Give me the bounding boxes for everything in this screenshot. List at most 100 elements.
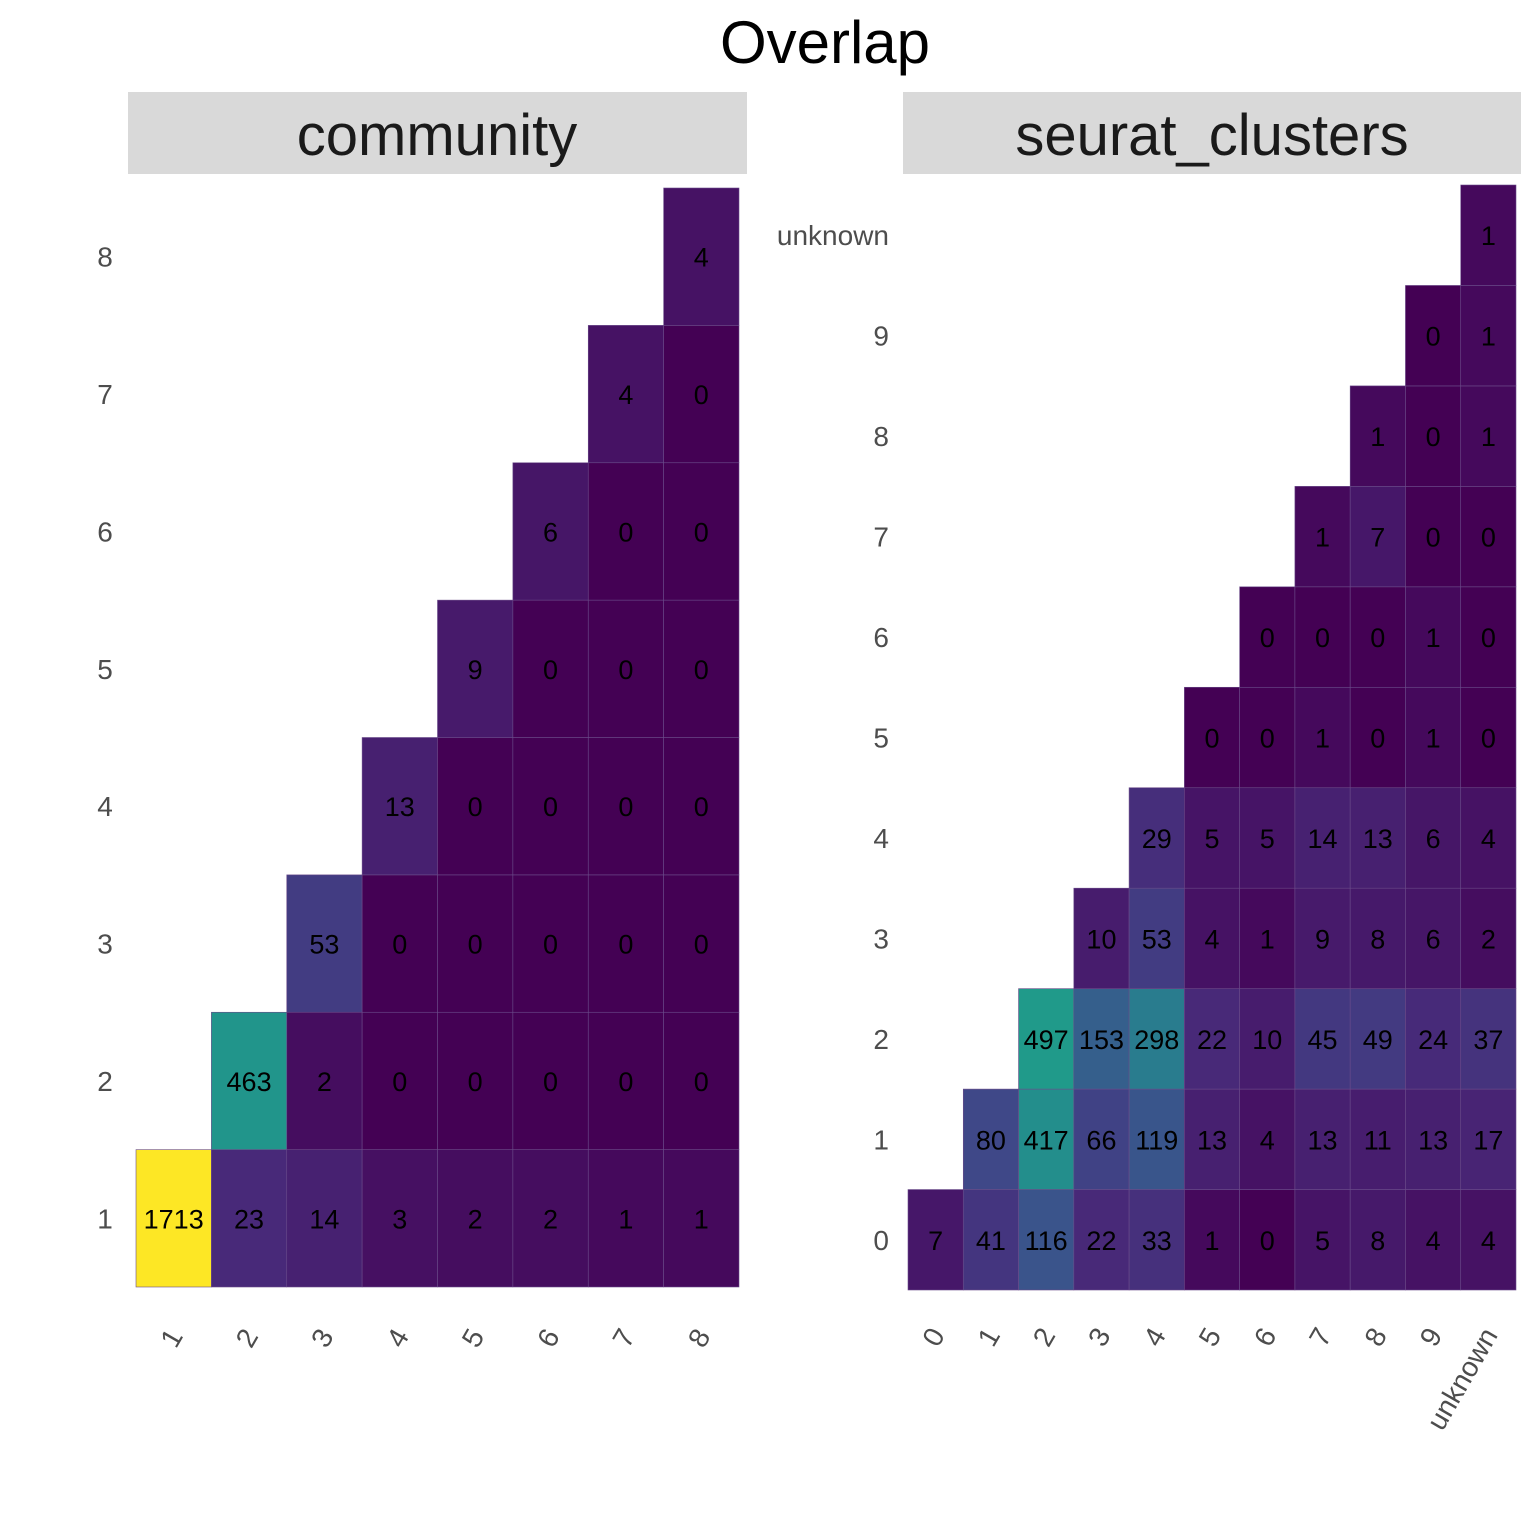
y-tick-label-seurat-clusters-5: 5 (873, 723, 889, 754)
heatmap-cell-seurat-clusters-6-2 (1239, 988, 1296, 1090)
heatmap-cell-community-6-2 (512, 1011, 589, 1150)
heatmap-cell-seurat-clusters-4-3 (1128, 887, 1185, 989)
cell-value-label-seurat-clusters-unknown-1: 17 (1473, 1125, 1503, 1155)
heatmap-cell-seurat-clusters-6-3 (1239, 887, 1296, 989)
heatmap-cell-seurat-clusters-unknown-3 (1460, 887, 1517, 989)
heatmap-cell-seurat-clusters-6-4 (1239, 787, 1296, 889)
heatmap-cell-seurat-clusters-unknown-1 (1460, 1088, 1517, 1190)
y-tick-label-community-3: 3 (97, 929, 113, 960)
heatmap-cell-seurat-clusters-9-2 (1405, 988, 1462, 1090)
heatmap-cell-seurat-clusters-6-0 (1239, 1189, 1296, 1291)
cell-value-label-seurat-clusters-3-1: 66 (1086, 1125, 1116, 1155)
cell-value-label-seurat-clusters-5-5: 0 (1204, 724, 1219, 754)
heatmap-cell-seurat-clusters-7-7 (1294, 486, 1351, 588)
heatmap-cell-seurat-clusters-unknown-9 (1460, 285, 1517, 387)
cell-value-label-seurat-clusters-8-2: 49 (1363, 1025, 1393, 1055)
y-tick-label-seurat-clusters-8: 8 (873, 421, 889, 452)
x-tick-label-seurat-clusters-1: 1 (971, 1323, 1006, 1352)
x-tick-label-seurat-clusters-4: 4 (1137, 1323, 1172, 1352)
y-tick-label-community-4: 4 (97, 791, 113, 822)
cell-value-label-community-7-7: 4 (618, 380, 633, 410)
cell-value-label-community-8-6: 0 (694, 517, 709, 547)
y-tick-label-seurat-clusters-9: 9 (873, 321, 889, 352)
cell-value-label-seurat-clusters-6-4: 5 (1260, 824, 1275, 854)
cell-value-label-seurat-clusters-6-6: 0 (1260, 623, 1275, 653)
y-tick-label-seurat-clusters-4: 4 (873, 823, 889, 854)
cell-value-label-seurat-clusters-3-2: 153 (1079, 1025, 1124, 1055)
heatmap-cell-community-7-2 (587, 1011, 664, 1150)
cell-value-label-seurat-clusters-7-7: 1 (1315, 523, 1330, 553)
facet-strip-community (128, 92, 747, 174)
cell-value-label-seurat-clusters-4-0: 33 (1142, 1226, 1172, 1256)
cell-value-label-seurat-clusters-8-0: 8 (1370, 1226, 1385, 1256)
cell-value-label-seurat-clusters-4-2: 298 (1134, 1025, 1179, 1055)
heatmap-cell-seurat-clusters-unknown-2 (1460, 988, 1517, 1090)
cell-value-label-seurat-clusters-5-0: 1 (1204, 1226, 1219, 1256)
heatmap-cell-seurat-clusters-unknown-4 (1460, 787, 1517, 889)
heatmap-cell-community-7-7 (587, 325, 664, 464)
heatmap-cell-seurat-clusters-unknown-8 (1460, 385, 1517, 487)
cell-value-label-seurat-clusters-9-1: 13 (1418, 1125, 1448, 1155)
cell-value-label-seurat-clusters-4-3: 53 (1142, 924, 1172, 954)
cell-value-label-community-7-3: 0 (618, 930, 633, 960)
facet-strip-label-community: community (297, 103, 577, 168)
heatmap-cell-seurat-clusters-8-7 (1349, 486, 1406, 588)
cell-value-label-seurat-clusters-7-1: 13 (1308, 1125, 1338, 1155)
cell-value-label-seurat-clusters-5-1: 13 (1197, 1125, 1227, 1155)
cell-value-label-seurat-clusters-unknown-0: 4 (1481, 1226, 1496, 1256)
cell-value-label-community-2-2: 463 (227, 1067, 272, 1097)
heatmap-cell-community-4-3 (361, 874, 438, 1013)
cell-value-label-community-5-5: 9 (468, 655, 483, 685)
cell-value-label-seurat-clusters-4-1: 119 (1135, 1125, 1178, 1155)
cell-value-label-seurat-clusters-6-2: 10 (1252, 1025, 1282, 1055)
cell-value-label-seurat-clusters-8-4: 13 (1363, 824, 1393, 854)
facet-seurat-clusters: seurat_clusters 7 41 116 22 33 1 0 5 8 4 480 417 66 1… (777, 92, 1521, 1435)
cell-value-label-seurat-clusters-2-1: 417 (1024, 1125, 1069, 1155)
heatmap-cell-community-7-4 (587, 737, 664, 876)
cell-value-label-community-4-4: 13 (385, 792, 415, 822)
heatmap-cell-community-8-2 (663, 1011, 740, 1150)
cell-value-label-community-8-4: 0 (694, 792, 709, 822)
cell-value-label-community-5-3: 0 (468, 930, 483, 960)
cell-value-label-community-5-1: 2 (468, 1204, 483, 1234)
heatmap-cell-community-8-3 (663, 874, 740, 1013)
cell-value-label-community-3-3: 53 (309, 930, 339, 960)
heatmap-cell-seurat-clusters-9-9 (1405, 285, 1462, 387)
heatmap-cell-seurat-clusters-2-1 (1018, 1088, 1075, 1190)
cell-value-label-community-8-2: 0 (694, 1067, 709, 1097)
x-tick-label-community-4: 4 (380, 1324, 415, 1353)
heatmap-cell-seurat-clusters-0-0 (907, 1189, 964, 1291)
heatmap-cell-seurat-clusters-6-6 (1239, 586, 1296, 688)
cell-value-label-community-6-5: 0 (543, 655, 558, 685)
cell-value-label-seurat-clusters-9-0: 4 (1426, 1226, 1441, 1256)
x-tick-label-seurat-clusters-7: 7 (1303, 1323, 1338, 1352)
heatmap-cell-seurat-clusters-6-5 (1239, 686, 1296, 789)
heatmap-cell-community-5-3 (437, 874, 514, 1013)
x-tick-label-community-1: 1 (154, 1324, 189, 1353)
cell-value-label-community-8-7: 0 (694, 380, 709, 410)
y-tick-label-community-8: 8 (97, 242, 113, 273)
x-tick-label-seurat-clusters-2: 2 (1027, 1323, 1062, 1352)
heatmap-cell-community-6-3 (512, 874, 589, 1013)
heatmap-cell-seurat-clusters-4-4 (1128, 787, 1185, 889)
cell-value-label-community-3-1: 14 (309, 1204, 339, 1234)
cell-value-label-seurat-clusters-5-3: 4 (1204, 924, 1219, 954)
cell-value-label-seurat-clusters-6-3: 1 (1260, 924, 1275, 954)
heatmap-cell-seurat-clusters-9-5 (1405, 686, 1462, 789)
cell-value-label-seurat-clusters-9-3: 6 (1426, 924, 1441, 954)
cell-value-label-community-7-5: 0 (618, 655, 633, 685)
x-tick-label-community-5: 5 (456, 1324, 491, 1353)
cell-value-label-seurat-clusters-unknown-2: 37 (1473, 1025, 1503, 1055)
cell-value-label-community-8-3: 0 (694, 930, 709, 960)
cell-value-label-community-1-1: 1713 (144, 1204, 204, 1234)
cell-value-label-community-6-6: 6 (543, 517, 558, 547)
x-tick-label-community-6: 6 (531, 1324, 566, 1353)
cell-value-label-community-5-4: 0 (468, 792, 483, 822)
cell-value-label-seurat-clusters-7-6: 0 (1315, 623, 1330, 653)
cell-value-label-seurat-clusters-1-1: 80 (976, 1125, 1006, 1155)
cell-value-label-community-4-1: 3 (392, 1204, 407, 1234)
heatmap-cell-seurat-clusters-8-3 (1349, 887, 1406, 989)
cell-value-label-community-8-5: 0 (694, 655, 709, 685)
